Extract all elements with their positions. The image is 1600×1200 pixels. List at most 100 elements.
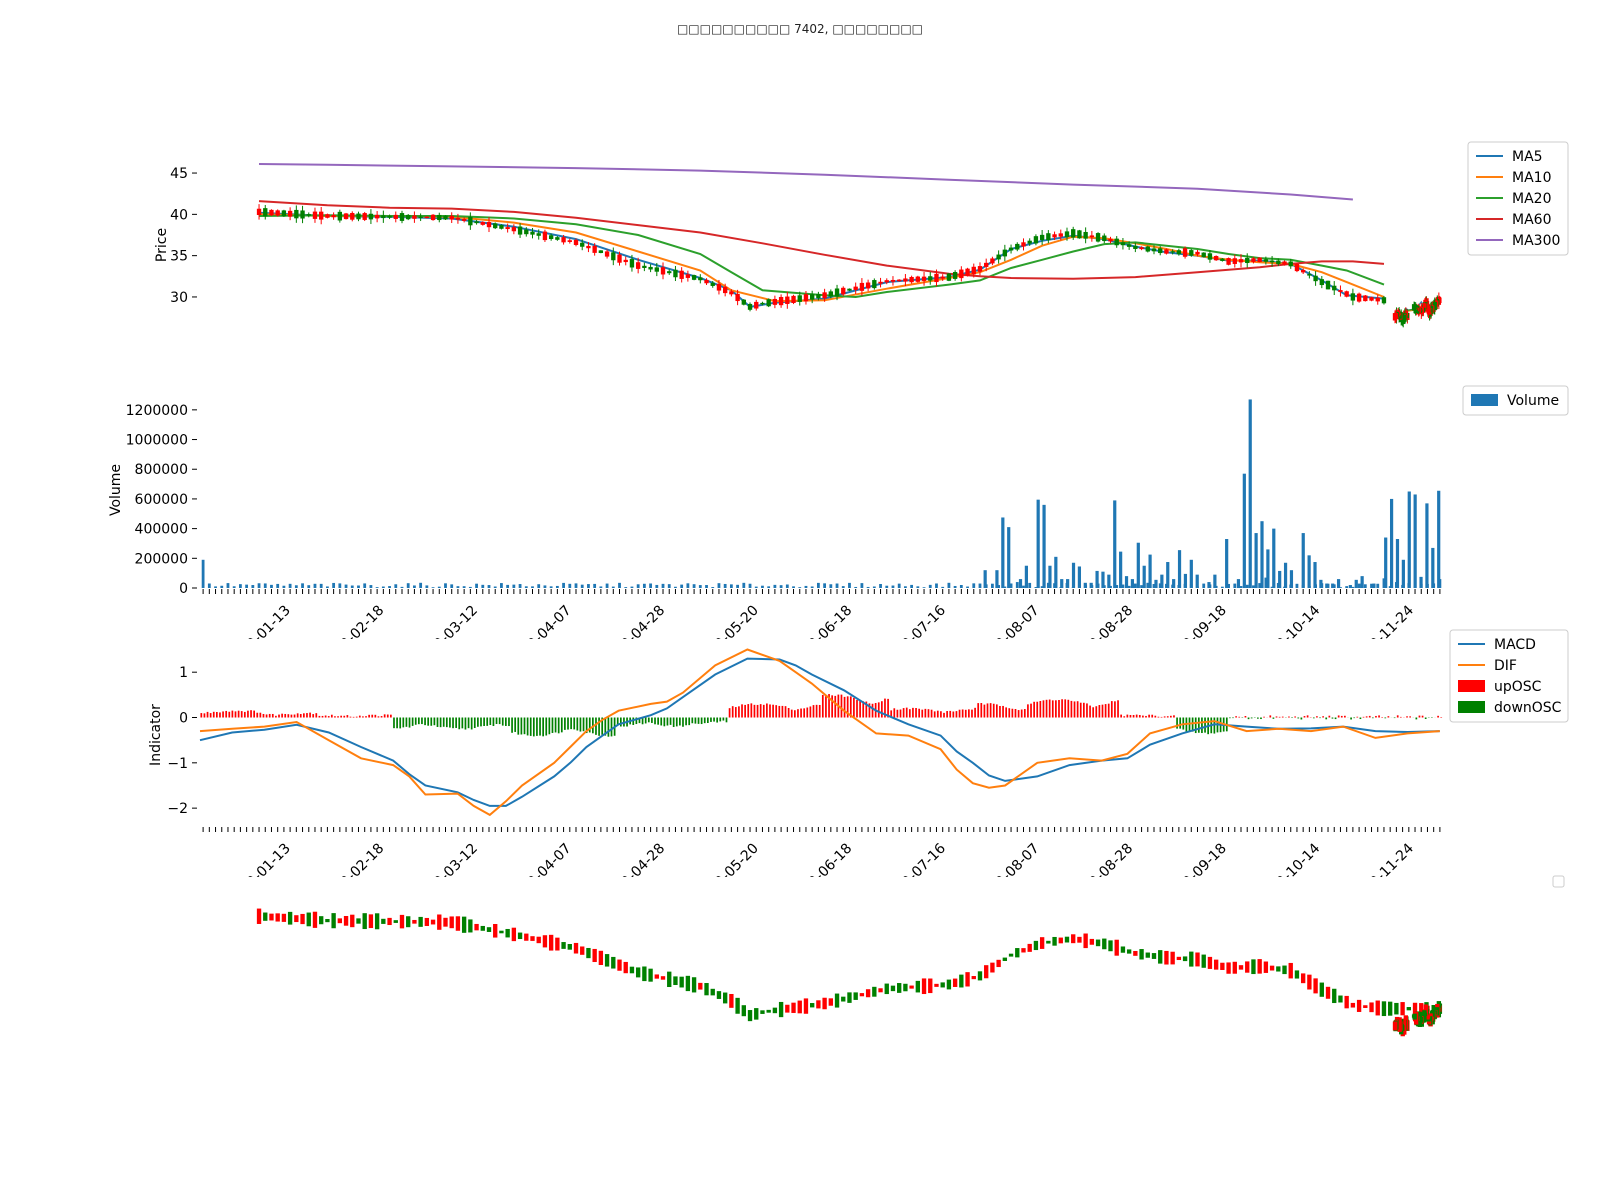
bottom-candle	[1145, 952, 1150, 958]
osc-bar	[647, 717, 650, 723]
bottom-candle	[735, 997, 740, 1014]
bottom-candle	[729, 993, 734, 1008]
osc-bar	[1393, 717, 1396, 719]
volume-bar	[294, 585, 298, 588]
price-legend-label: MA10	[1512, 170, 1551, 186]
osc-bar	[666, 717, 669, 726]
osc-bar	[1291, 717, 1293, 719]
osc-bar	[1257, 717, 1259, 719]
osc-bar	[271, 713, 274, 718]
osc-bar	[380, 716, 383, 718]
bottom-candle	[1392, 1021, 1398, 1031]
osc-bar	[1051, 700, 1054, 718]
osc-bar	[1179, 717, 1182, 729]
candle-body	[1071, 229, 1076, 238]
bottom-candle	[810, 1003, 815, 1008]
bottom-candle	[952, 978, 958, 987]
bottom-candle	[1325, 986, 1331, 999]
candle-body	[785, 296, 790, 304]
osc-bar	[930, 709, 933, 718]
volume-bar	[593, 583, 597, 588]
volume-bar	[848, 582, 851, 588]
bottom-candle	[685, 975, 691, 992]
osc-bar	[946, 711, 948, 718]
osc-bar	[793, 710, 796, 718]
osc-bar	[1344, 715, 1346, 718]
bottom-candle	[1251, 959, 1256, 975]
osc-bar	[539, 717, 541, 736]
osc-bar	[203, 713, 206, 718]
osc-bar	[492, 717, 495, 727]
volume-ytick-label: 200000	[135, 551, 188, 567]
osc-bar	[327, 716, 330, 718]
osc-bar	[520, 717, 523, 735]
candle-body	[611, 252, 616, 261]
bottom-candle	[785, 1004, 790, 1013]
volume-bar	[543, 585, 547, 588]
osc-bar	[1399, 716, 1402, 718]
volume-bar	[866, 586, 870, 588]
volume-bar	[761, 585, 764, 588]
osc-bar	[1138, 715, 1141, 718]
volume-bar	[1048, 565, 1052, 588]
bottom-candle	[1083, 933, 1088, 949]
osc-bar	[983, 704, 986, 718]
osc-bar	[1371, 717, 1374, 719]
price-panel: 30 35 40 45 Price	[154, 163, 1442, 328]
volume-bar	[798, 587, 802, 588]
volume-bar	[1003, 586, 1007, 588]
candle-body	[903, 278, 908, 282]
osc-bar	[1145, 715, 1147, 718]
bottom-candle	[412, 919, 417, 924]
osc-bar	[700, 717, 703, 725]
volume-bar	[1195, 574, 1199, 588]
osc-bar	[318, 715, 321, 718]
bottom-candle	[1120, 946, 1126, 953]
volume-bar	[655, 584, 659, 588]
osc-bar	[303, 713, 305, 718]
osc-bar	[243, 711, 246, 718]
indicator-legend-label: DIF	[1494, 658, 1517, 674]
bottom-candle	[1133, 950, 1138, 956]
indicator-date-label: 20-08-07	[986, 841, 1042, 897]
bottom-candle	[1170, 951, 1175, 965]
bottom-candle	[1126, 949, 1132, 954]
candle-body	[859, 282, 865, 291]
osc-bar	[1126, 714, 1129, 718]
volume-bar	[1071, 562, 1076, 588]
volume-bar	[1348, 585, 1352, 588]
candle-body	[1300, 269, 1306, 273]
osc-bar	[775, 705, 778, 718]
osc-bar	[498, 717, 501, 725]
bottom-candle	[281, 913, 287, 922]
bottom-candle	[1313, 978, 1318, 994]
osc-bar	[222, 711, 224, 718]
osc-bar	[902, 708, 905, 718]
volume-bar	[1124, 576, 1129, 588]
empty-legend-box	[1552, 875, 1565, 888]
candle-body	[517, 226, 523, 235]
volume-bar	[245, 584, 249, 588]
bottom-candle	[611, 956, 616, 969]
osc-bar	[281, 713, 283, 718]
volume-bar	[524, 586, 528, 588]
osc-bar	[231, 710, 234, 718]
osc-bar	[1340, 715, 1343, 718]
osc-bar	[682, 717, 684, 727]
volume-bar	[624, 587, 628, 588]
osc-bar	[703, 717, 706, 724]
volume-bar	[1034, 587, 1038, 588]
osc-bar	[588, 717, 591, 733]
osc-bar	[769, 704, 771, 718]
osc-bar	[1020, 709, 1023, 718]
volume-bar	[1160, 574, 1164, 588]
volume-bar	[729, 584, 733, 588]
osc-bar	[1076, 701, 1079, 718]
osc-bar	[688, 717, 691, 726]
osc-bar	[787, 707, 790, 718]
osc-bar	[756, 704, 759, 718]
indicator-legend-box	[1449, 629, 1569, 723]
osc-bar	[1005, 707, 1008, 718]
candle-body	[797, 295, 802, 302]
osc-bar	[349, 716, 352, 718]
